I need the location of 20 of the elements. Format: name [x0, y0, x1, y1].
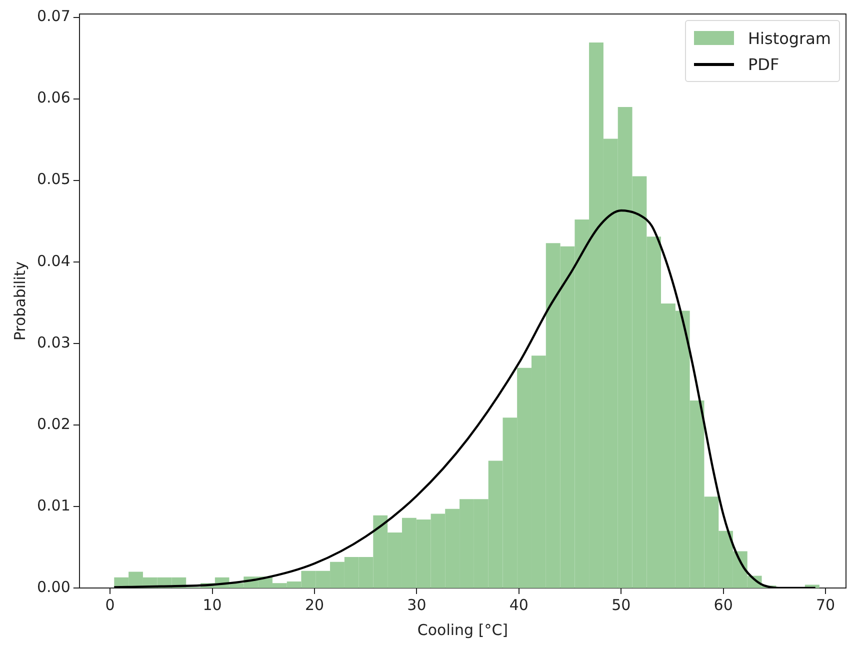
x-axis-title: Cooling [°C]: [417, 620, 508, 639]
x-tick-label: 50: [612, 596, 631, 614]
y-axis-title: Probability: [10, 261, 29, 341]
legend-label: PDF: [748, 54, 780, 74]
x-tick-label: 70: [816, 596, 836, 614]
x-tick-label: 60: [714, 596, 733, 614]
y-tick-label: 0.00: [36, 578, 70, 596]
x-tick-label: 20: [304, 596, 324, 614]
legend-label: Histogram: [748, 28, 831, 48]
y-tick-label: 0.07: [36, 7, 70, 26]
y-tick-label: 0.05: [36, 170, 70, 188]
y-tick-label: 0.02: [36, 414, 70, 433]
y-tick-label: 0.03: [36, 333, 70, 352]
x-tick-label: 10: [202, 596, 222, 614]
y-tick-label: 0.04: [36, 252, 70, 270]
x-tick-label: 0: [105, 596, 115, 614]
x-tick-label: 30: [407, 596, 426, 614]
y-tick-label: 0.06: [36, 88, 70, 107]
x-tick-label: 40: [509, 596, 528, 614]
y-tick-label: 0.01: [36, 496, 70, 514]
